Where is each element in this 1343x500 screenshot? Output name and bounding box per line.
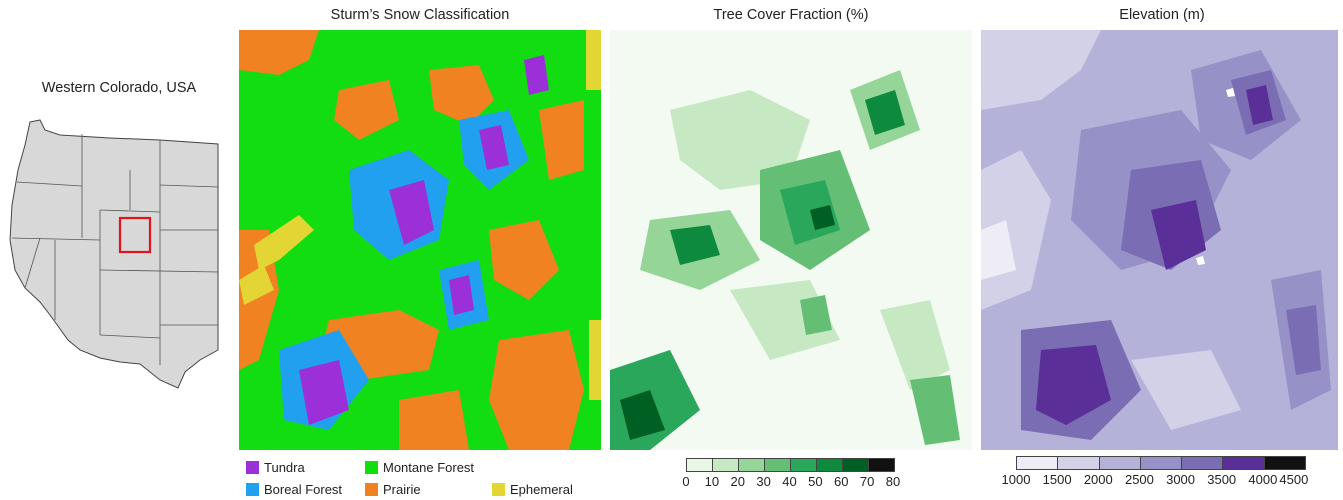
- colorbar-bin: [1140, 457, 1183, 469]
- legend-label: Boreal Forest: [264, 482, 343, 497]
- legend-prairie: Prairie: [365, 482, 421, 497]
- colorbar-bin: [1264, 457, 1305, 469]
- tick-label: 2500: [1124, 472, 1154, 487]
- elevation-title: Elevation (m): [1119, 7, 1205, 23]
- tick-label: 1000: [1001, 472, 1031, 487]
- legend-label: Prairie: [383, 482, 421, 497]
- legend-montane-forest: Montane Forest: [365, 460, 474, 475]
- tick-label: 10: [704, 474, 720, 489]
- elevation-colorbar: [1016, 456, 1306, 470]
- tick-label: 4000: [1248, 472, 1278, 487]
- colorbar-bin: [1182, 457, 1224, 469]
- tree-cover-title: Tree Cover Fraction (%): [713, 7, 869, 23]
- legend-label: Montane Forest: [383, 460, 475, 475]
- legend-boreal-forest: Boreal Forest: [246, 482, 342, 497]
- colorbar-bin: [1099, 457, 1141, 469]
- tree-cover-ticks: 0 10 20 30 40 50 60 70 80: [682, 474, 900, 492]
- legend-ephemeral: Ephemeral: [492, 482, 573, 497]
- snow-class-title: Sturm’s Snow Classification: [330, 7, 510, 23]
- tick-label: 0: [682, 474, 690, 489]
- colorbar-bin: [739, 459, 765, 471]
- tree-cover-map: [610, 30, 972, 450]
- ephemeral-swatch: [492, 483, 505, 496]
- tree-cover-colorbar: [686, 458, 895, 472]
- prairie-swatch: [365, 483, 378, 496]
- tick-label: 3500: [1207, 472, 1237, 487]
- legend-label: Tundra: [264, 460, 305, 475]
- tick-label: 20: [730, 474, 745, 489]
- colorbar-bin: [843, 459, 869, 471]
- boreal-forest-swatch: [246, 483, 259, 496]
- tick-label: 3000: [1166, 472, 1196, 487]
- tick-label: 1500: [1042, 472, 1072, 487]
- legend-tundra: Tundra: [246, 460, 305, 475]
- montane-forest-swatch: [365, 461, 378, 474]
- tick-label: 4500: [1279, 472, 1309, 487]
- tick-label: 40: [782, 474, 797, 489]
- tick-label: 80: [885, 474, 901, 489]
- colorbar-bin: [1223, 457, 1265, 469]
- colorbar-bin: [791, 459, 817, 471]
- tick-label: 60: [834, 474, 849, 489]
- elevation-map: [981, 30, 1338, 450]
- tundra-swatch: [246, 461, 259, 474]
- snow-class-map: [239, 30, 601, 450]
- colorbar-bin: [1017, 457, 1059, 469]
- legend-label: Ephemeral: [510, 482, 573, 497]
- elevation-ticks: 1000 1500 2000 2500 3000 3500 4000 4500: [1002, 472, 1309, 490]
- colorbar-bin: [1058, 457, 1100, 469]
- tick-label: 2000: [1083, 472, 1113, 487]
- colorbar-bin: [687, 459, 713, 471]
- tick-label: 70: [859, 474, 875, 489]
- colorbar-bin: [817, 459, 843, 471]
- colorbar-bin: [713, 459, 739, 471]
- colorbar-bin: [869, 459, 894, 471]
- inset-title: Western Colorado, USA: [41, 80, 197, 96]
- colorbar-bin: [765, 459, 791, 471]
- western-us-inset-map: [9, 119, 219, 389]
- tick-label: 50: [808, 474, 823, 489]
- tick-label: 30: [756, 474, 771, 489]
